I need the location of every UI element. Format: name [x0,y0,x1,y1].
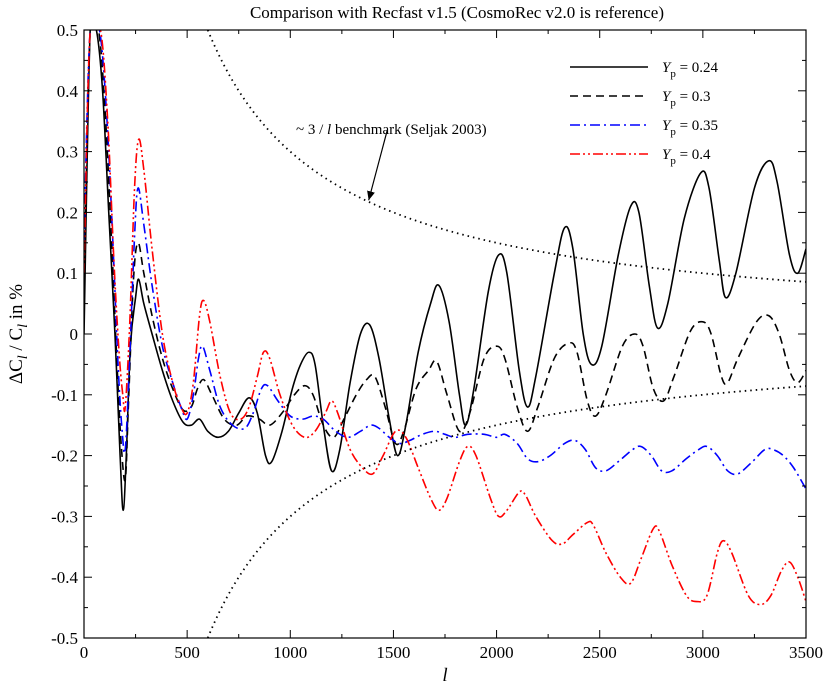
x-tick-label: 0 [80,643,89,662]
y-tick-label: 0.5 [57,21,78,40]
series-group [84,30,806,638]
y-tick-label: -0.3 [51,507,78,526]
benchmark-curve-lower [206,385,806,638]
axes-group: 0 500 1000 1500 2000 2500 3000 3500 -0.5 -0.4 -0.3… [51,21,823,662]
x-tick-label: 500 [174,643,200,662]
legend-label: Yp = 0.4 [662,147,711,167]
x-tick-label: 2000 [480,643,514,662]
plot-frame [83,29,807,639]
y-tick-label: -0.4 [51,568,78,587]
legend: Yp = 0.24 Yp = 0.3 Yp = 0.35 Yp = 0.4 [570,60,719,167]
x-tick-label: 3500 [789,643,823,662]
legend-label: Yp = 0.3 [662,89,711,109]
legend-label: Yp = 0.24 [662,60,719,80]
series-line-0 [84,30,806,512]
y-tick-label: 0 [70,325,79,344]
y-tick-label: 0.1 [57,264,78,283]
y-axis-label: ΔCl / Cl in % [6,284,31,384]
series-line-1 [84,30,806,482]
x-tick-label: 3000 [686,643,720,662]
series-line-3 [84,30,806,606]
y-tick-label: 0.2 [57,203,78,222]
benchmark-annotation: ~ 3 / l benchmark (Seljak 2003) [296,122,487,138]
y-tick-label: -0.1 [51,386,78,405]
y-tick-label: 0.3 [57,143,78,162]
legend-label: Yp = 0.35 [662,118,718,138]
y-tick-label: -0.5 [51,629,78,648]
x-tick-label: 1000 [273,643,307,662]
series-line-2 [84,30,806,490]
y-tick-label: -0.2 [51,447,78,466]
annotation-group: ~ 3 / l benchmark (Seljak 2003) [296,122,487,201]
chart-title: Comparison with Recfast v1.5 (CosmoRec v… [250,3,664,22]
x-tick-label: 2500 [583,643,617,662]
annotation-arrow [367,130,388,201]
x-tick-label: 1500 [376,643,410,662]
x-axis-label: l [442,665,447,685]
y-tick-label: 0.4 [57,82,79,101]
